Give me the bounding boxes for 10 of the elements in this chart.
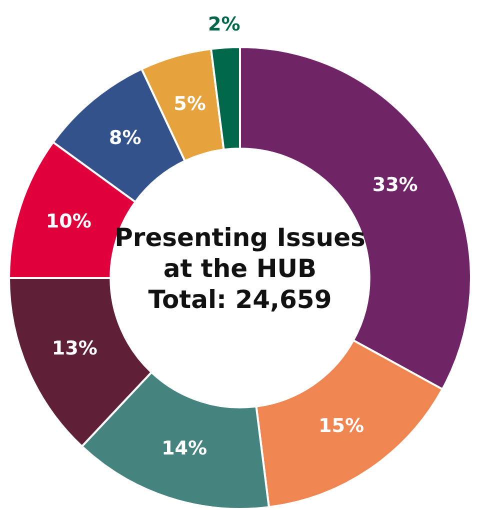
data-label: 15% [318,414,364,437]
data-label: 33% [372,174,418,196]
data-label: 10% [46,210,92,232]
data-label: 8% [109,127,142,150]
data-label: 5% [174,92,206,115]
data-label: 14% [162,437,208,460]
text: Total: 24,659 [147,284,333,315]
text: Presenting Issues at the HUB [114,222,366,284]
data-label: 2% [208,13,240,36]
data-label: 13% [52,337,98,360]
